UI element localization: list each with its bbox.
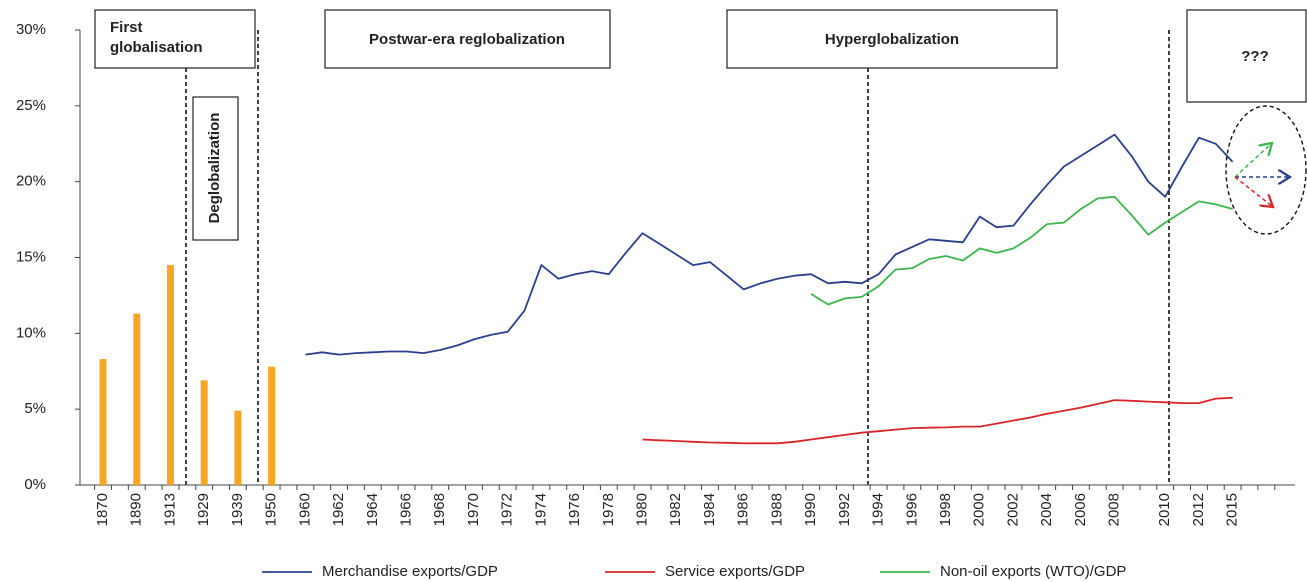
x-tick-label: 1980 <box>634 493 651 526</box>
annotation: Deglobalization <box>206 113 223 224</box>
x-tick-label: 1978 <box>600 493 617 526</box>
outlook-ellipse <box>1225 105 1307 235</box>
period-dividers <box>185 30 1170 485</box>
x-tick-label: 2002 <box>1004 493 1021 526</box>
x-tick-label: 1988 <box>768 493 785 526</box>
series-line <box>810 195 1233 306</box>
legend-label: Service exports/GDP <box>665 563 805 580</box>
x-tick-label: 1913 <box>161 493 178 526</box>
x-tick-label: 1929 <box>195 493 212 526</box>
bar <box>200 380 208 485</box>
period-boxes: First globalisation Deglobalization Post… <box>94 9 1307 241</box>
x-tick-label: 1962 <box>330 493 347 526</box>
x-tick-label: 1986 <box>735 493 752 526</box>
box <box>192 96 239 241</box>
arrow <box>1234 143 1272 178</box>
x-tick-label: 1950 <box>263 493 280 526</box>
y-tick-label: 20% <box>16 173 46 190</box>
outlook <box>1225 105 1307 235</box>
x-tick-label: 1890 <box>128 493 145 526</box>
x-tick-label: 2006 <box>1072 493 1089 526</box>
y-tick-label: 5% <box>24 400 46 417</box>
x-tick-label: 2008 <box>1106 493 1123 526</box>
x-tick-label: 1960 <box>296 493 313 526</box>
y-tick-label: 30% <box>16 21 46 38</box>
x-tick-label: 1972 <box>499 493 516 526</box>
x-tick-label: 2010 <box>1156 493 1173 526</box>
annotation: globalisation <box>110 39 203 56</box>
x-tick-label: 2012 <box>1190 493 1207 526</box>
annotation: Hyperglobalization <box>825 31 959 48</box>
box <box>726 9 1058 69</box>
x-tick-label: 2004 <box>1038 493 1055 526</box>
x-tick-label: 1990 <box>802 493 819 526</box>
x-tick-label: 1996 <box>903 493 920 526</box>
y-tick-label: 0% <box>24 476 46 493</box>
box <box>94 9 256 69</box>
annotation: First <box>110 19 143 36</box>
bar <box>166 265 174 485</box>
annotation: ??? <box>1241 48 1269 65</box>
x-tick-label: 1994 <box>870 493 887 526</box>
y-tick-label: 15% <box>16 248 46 265</box>
x-tick-label: 1984 <box>701 493 718 526</box>
series-line <box>642 396 1233 445</box>
bar <box>133 313 141 485</box>
bar <box>268 366 276 485</box>
legend-label: Merchandise exports/GDP <box>322 563 498 580</box>
x-tick-label: 1982 <box>667 493 684 526</box>
x-tick-label: 1966 <box>397 493 414 526</box>
x-tick-label: 1998 <box>937 493 954 526</box>
box <box>1186 9 1307 103</box>
series-line <box>305 133 1234 356</box>
y-tick-label: 25% <box>16 97 46 114</box>
x-tick-label: 2015 <box>1224 493 1241 526</box>
x-tick-label: 1976 <box>566 493 583 526</box>
box <box>324 9 611 69</box>
y-tick-label: 10% <box>16 324 46 341</box>
x-tick-label: 1968 <box>431 493 448 526</box>
x-tick-label: 1939 <box>229 493 246 526</box>
bar <box>99 359 107 485</box>
annotation: Postwar-era reglobalization <box>369 31 565 48</box>
x-tick-label: 1970 <box>465 493 482 526</box>
x-tick-label: 1992 <box>836 493 853 526</box>
x-tick-label: 1870 <box>94 493 111 526</box>
bar <box>234 410 242 485</box>
x-tick-label: 2000 <box>971 493 988 526</box>
arrow <box>1234 176 1273 207</box>
x-tick-label: 1974 <box>532 493 549 526</box>
x-tick-label: 1964 <box>364 493 381 526</box>
legend-label: Non-oil exports (WTO)/GDP <box>940 563 1126 580</box>
